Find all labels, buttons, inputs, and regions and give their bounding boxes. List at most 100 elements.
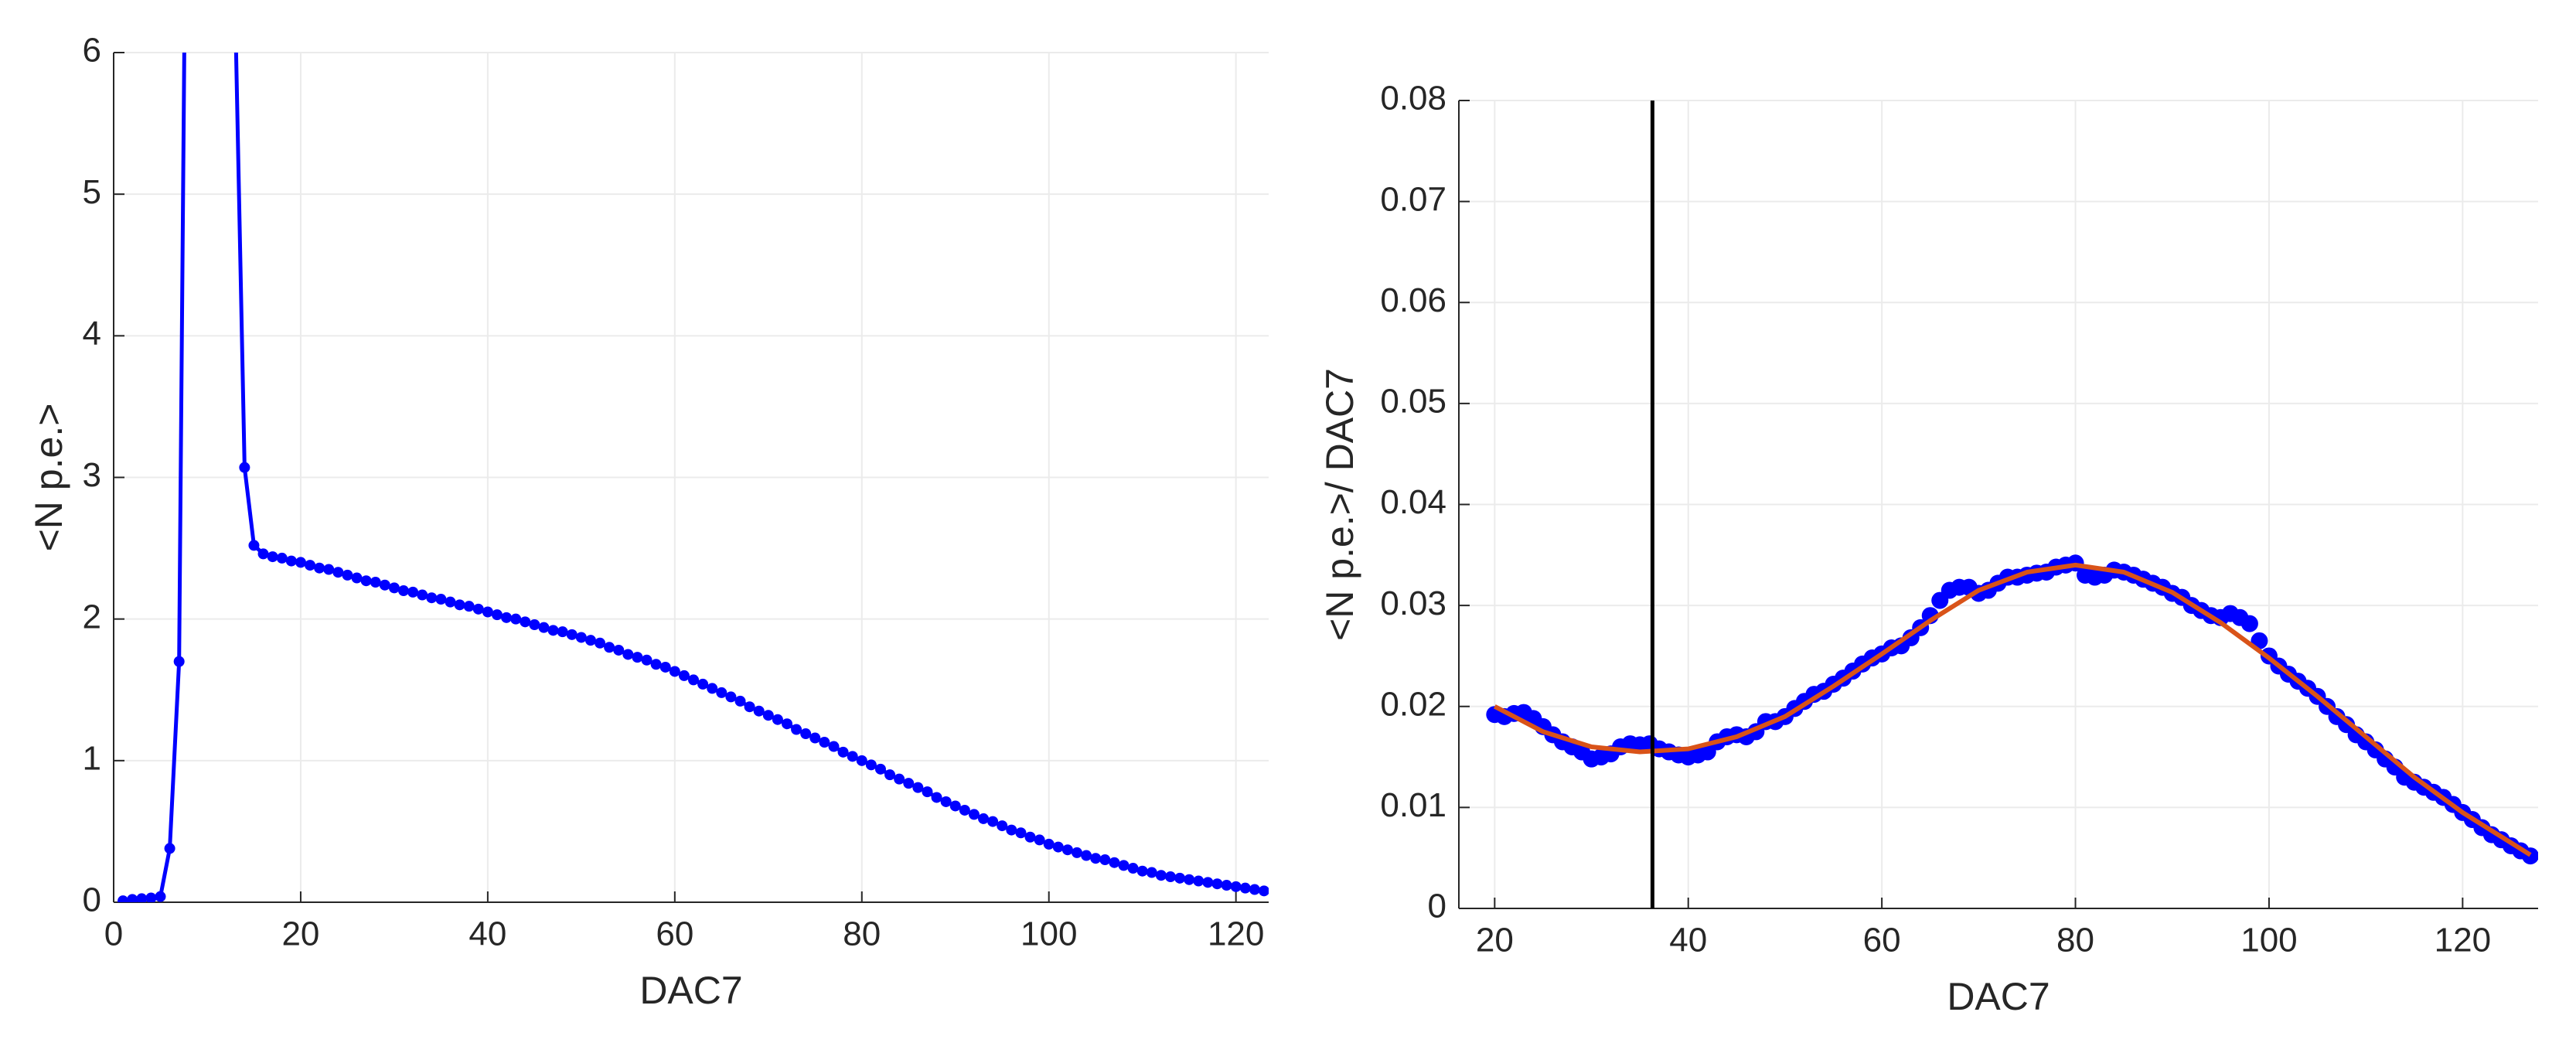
data-point (1155, 870, 1167, 881)
data-point (155, 891, 166, 902)
data-point (1015, 827, 1027, 839)
data-point (837, 746, 849, 758)
data-point (520, 616, 531, 628)
data-point (1061, 844, 1073, 856)
fit-line (1493, 562, 2532, 857)
y-tick-label: 6 (83, 32, 101, 70)
data-point (454, 599, 465, 611)
data-point (791, 724, 802, 735)
data-point (753, 705, 765, 717)
data-point (968, 809, 980, 820)
y-tick-label: 0.08 (1380, 80, 1446, 118)
y-tick-label: 0 (83, 881, 101, 919)
data-point (379, 579, 390, 591)
data-point (949, 800, 961, 812)
data-point (575, 632, 587, 643)
data-point (959, 804, 970, 816)
data-point (707, 683, 718, 694)
y-axis-label: <N p.e.> (27, 404, 70, 552)
data-point (267, 551, 278, 563)
data-point (127, 894, 138, 902)
y-tick-label: 0.04 (1380, 483, 1446, 521)
data-point (688, 674, 700, 686)
data-point (1239, 882, 1251, 894)
data-point (931, 792, 942, 803)
data-point (762, 710, 774, 721)
y-tick-label: 0.02 (1380, 685, 1446, 723)
data-point (725, 691, 737, 703)
data-point (978, 813, 990, 824)
data-point (1146, 867, 1157, 878)
data-point (118, 895, 129, 902)
data-point (1221, 880, 1232, 891)
data-point (1052, 841, 1064, 853)
data-point (510, 613, 522, 625)
data-point (445, 596, 456, 608)
data-point (1118, 860, 1130, 871)
data-point (865, 759, 877, 771)
x-tick-label: 100 (1021, 915, 1077, 953)
data-point (828, 741, 840, 752)
x-tick-label: 80 (843, 915, 881, 953)
data-point (734, 695, 746, 707)
data-point (772, 714, 783, 725)
data-point (145, 892, 157, 902)
x-tick-label: 0 (104, 915, 123, 953)
data-point (370, 577, 381, 588)
data-point (1034, 834, 1045, 846)
data-point (1249, 884, 1260, 895)
data-point (472, 603, 484, 615)
data-point (800, 728, 812, 740)
data-point (622, 649, 634, 660)
data-point (678, 670, 690, 681)
data-point (482, 606, 493, 618)
data-point (426, 592, 438, 604)
data-point (912, 782, 924, 793)
data-point (1109, 857, 1120, 868)
data-point (239, 462, 250, 473)
data-point (613, 644, 625, 656)
data-point (1174, 872, 1186, 884)
x-tick-label: 40 (469, 915, 506, 953)
plot-area (118, 5, 1269, 902)
data-point (716, 687, 727, 698)
data-point (501, 612, 513, 623)
y-tick-label: 4 (83, 315, 101, 353)
data-point (744, 701, 755, 713)
data-point (659, 661, 671, 673)
data-point (332, 567, 344, 578)
data-point (276, 552, 288, 564)
data-point (407, 586, 419, 598)
data-point (595, 637, 606, 649)
data-point (314, 562, 325, 574)
data-point (1090, 853, 1102, 864)
data-point (538, 622, 550, 633)
data-point (1081, 850, 1092, 861)
data-point (781, 718, 792, 730)
data-point (1164, 871, 1176, 883)
x-tick-label: 120 (1208, 915, 1264, 953)
data-point (650, 659, 662, 670)
data-point (164, 843, 175, 854)
data-point (874, 763, 886, 775)
x-tick-label: 80 (2056, 922, 2094, 959)
plot-area (1486, 101, 2538, 908)
y-tick-label: 0.01 (1380, 786, 1446, 824)
data-point (1230, 881, 1242, 892)
x-tick-label: 120 (2435, 922, 2491, 959)
data-point (463, 601, 475, 612)
y-tick-label: 5 (83, 173, 101, 211)
x-tick-label: 20 (1476, 922, 1514, 959)
data-point (398, 585, 410, 597)
data-point (697, 678, 709, 690)
data-point (1136, 865, 1148, 877)
data-point (1258, 885, 1269, 897)
data-point (351, 572, 363, 584)
data-point (1202, 877, 1214, 888)
data-point (230, 5, 240, 15)
data-point (491, 609, 503, 621)
x-axis-label: DAC7 (1947, 975, 2050, 1018)
data-point (360, 575, 372, 587)
